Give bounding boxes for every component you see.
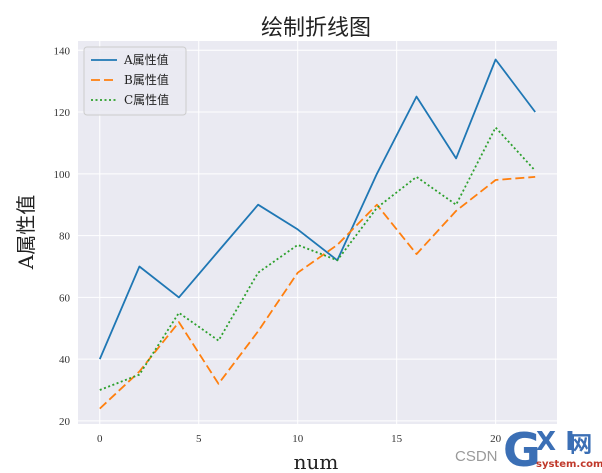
chart-title: 绘制折线图: [261, 16, 371, 41]
y-axis-ticks: 20 40 60 80 100 120 140: [54, 45, 71, 428]
y-tick-label: 40: [59, 354, 71, 366]
legend-label-2: B属性值: [124, 72, 169, 87]
grid-lines: [78, 41, 557, 424]
y-tick-label: 100: [54, 169, 71, 181]
x-tick-label: 5: [196, 433, 202, 445]
series-line-3: [99, 126, 536, 391]
y-tick-label: 80: [59, 231, 71, 243]
legend-label-3: C属性值: [124, 92, 169, 107]
x-tick-label: 0: [97, 433, 103, 445]
x-axis-label: num: [294, 450, 339, 473]
legend: A属性值 B属性值 C属性值: [83, 46, 187, 116]
watermark: CSDN G X I 网 system.com: [455, 423, 602, 473]
y-axis-label: A属性值: [14, 195, 38, 270]
y-tick-label: 60: [59, 292, 71, 304]
y-tick-label: 120: [54, 107, 71, 119]
watermark-domain: system.com: [536, 459, 602, 470]
x-tick-label: 10: [292, 433, 304, 445]
watermark-xi: X I: [536, 427, 575, 457]
watermark-csdn: CSDN: [455, 448, 498, 465]
y-tick-label: 140: [54, 45, 71, 57]
watermark-g: G: [503, 423, 541, 473]
series-lines: [98, 58, 536, 410]
watermark-net: 网: [570, 433, 592, 458]
x-tick-label: 15: [391, 433, 403, 445]
x-tick-label: 20: [490, 433, 502, 445]
legend-box: [83, 46, 187, 116]
series-line-1: [98, 58, 536, 360]
legend-label-1: A属性值: [123, 52, 169, 67]
y-tick-label: 20: [59, 416, 71, 428]
series-line-2: [99, 176, 536, 410]
x-axis-ticks: 0 5 10 15 20: [97, 433, 502, 445]
